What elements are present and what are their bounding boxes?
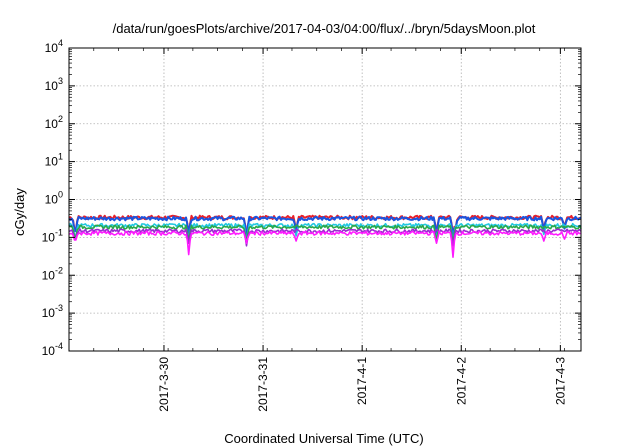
grid	[69, 48, 581, 351]
y-axis-label: cGy/day	[12, 188, 27, 236]
y-axis: 10-4 10-3 10-2 10-1 100 101 102 103 104	[42, 38, 581, 358]
y-tick-label: 103	[45, 76, 63, 93]
y-tick-label: 102	[45, 114, 63, 131]
series-line	[68, 228, 582, 247]
y-tick-label: 10-2	[42, 265, 63, 282]
x-tick-label: 2017-4-2	[454, 357, 468, 405]
x-tick-label: 2017-4-3	[553, 357, 567, 405]
x-tick-label: 2017-3-31	[256, 357, 270, 412]
y-tick-label: 10-3	[42, 303, 63, 320]
y-tick-label: 10-4	[42, 341, 63, 358]
y-tick-label: 10-1	[42, 227, 63, 244]
series-group	[68, 214, 582, 259]
y-tick-label: 101	[45, 152, 63, 169]
series-line	[68, 224, 582, 246]
y-tick-label: 100	[45, 190, 63, 207]
y-tick-label: 104	[45, 38, 63, 55]
series-line	[68, 215, 582, 244]
x-axis: 2017-3-30 2017-3-31 2017-4-1 2017-4-2 2017-4…	[68, 48, 567, 412]
series-line	[68, 230, 582, 259]
x-axis-label: Coordinated Universal Time (UTC)	[224, 431, 423, 446]
x-tick-label: 2017-3-30	[157, 357, 171, 412]
series-line	[68, 222, 582, 244]
chart-title: /data/run/goesPlots/archive/2017-04-03/0…	[113, 21, 536, 36]
x-tick-label: 2017-4-1	[355, 357, 369, 405]
